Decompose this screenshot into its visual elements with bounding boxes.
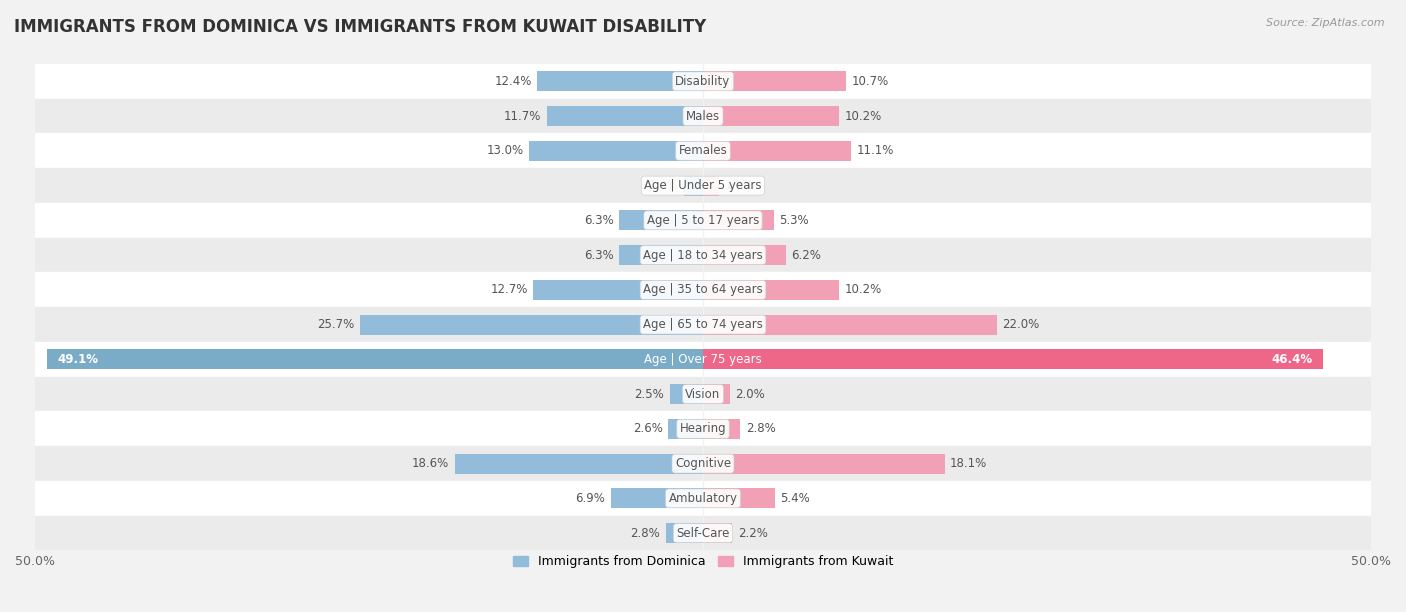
Text: Males: Males xyxy=(686,110,720,122)
Text: 10.7%: 10.7% xyxy=(851,75,889,88)
Bar xyxy=(537,71,703,91)
Bar xyxy=(35,133,1371,168)
Bar xyxy=(703,349,1323,370)
Text: 6.3%: 6.3% xyxy=(583,214,613,227)
Text: Age | 65 to 74 years: Age | 65 to 74 years xyxy=(643,318,763,331)
Text: 1.4%: 1.4% xyxy=(650,179,679,192)
Bar xyxy=(665,523,703,543)
Bar xyxy=(703,211,773,231)
Bar xyxy=(703,176,718,196)
Bar xyxy=(703,141,851,161)
Bar xyxy=(703,488,775,509)
Text: Age | Under 5 years: Age | Under 5 years xyxy=(644,179,762,192)
Bar xyxy=(46,349,703,370)
Bar xyxy=(703,453,945,474)
Bar xyxy=(703,419,741,439)
Bar xyxy=(35,64,1371,99)
Bar xyxy=(35,203,1371,237)
Text: 12.4%: 12.4% xyxy=(495,75,531,88)
Bar xyxy=(619,211,703,231)
Bar xyxy=(35,516,1371,551)
Text: 11.7%: 11.7% xyxy=(503,110,541,122)
Text: 2.0%: 2.0% xyxy=(735,387,765,401)
Bar xyxy=(35,237,1371,272)
Text: IMMIGRANTS FROM DOMINICA VS IMMIGRANTS FROM KUWAIT DISABILITY: IMMIGRANTS FROM DOMINICA VS IMMIGRANTS F… xyxy=(14,18,706,36)
Text: Vision: Vision xyxy=(685,387,721,401)
Bar xyxy=(454,453,703,474)
Text: Self-Care: Self-Care xyxy=(676,526,730,540)
Text: 18.6%: 18.6% xyxy=(412,457,449,470)
Text: Females: Females xyxy=(679,144,727,157)
Bar xyxy=(703,523,733,543)
Text: 2.2%: 2.2% xyxy=(738,526,768,540)
Text: 22.0%: 22.0% xyxy=(1002,318,1039,331)
Bar xyxy=(703,71,846,91)
Bar xyxy=(35,272,1371,307)
Text: 12.7%: 12.7% xyxy=(491,283,529,296)
Bar xyxy=(547,106,703,126)
Text: Cognitive: Cognitive xyxy=(675,457,731,470)
Bar xyxy=(35,342,1371,377)
Bar xyxy=(35,446,1371,481)
Bar xyxy=(35,377,1371,411)
Bar xyxy=(35,481,1371,516)
Text: 46.4%: 46.4% xyxy=(1271,353,1312,366)
Text: 1.2%: 1.2% xyxy=(724,179,754,192)
Text: 2.8%: 2.8% xyxy=(745,422,776,435)
Text: 5.3%: 5.3% xyxy=(779,214,808,227)
Text: Ambulatory: Ambulatory xyxy=(668,492,738,505)
Bar xyxy=(685,176,703,196)
Text: 6.2%: 6.2% xyxy=(792,248,821,261)
Bar xyxy=(668,419,703,439)
Text: 6.3%: 6.3% xyxy=(583,248,613,261)
Text: Disability: Disability xyxy=(675,75,731,88)
Bar xyxy=(529,141,703,161)
Bar xyxy=(619,245,703,265)
Text: 2.8%: 2.8% xyxy=(630,526,661,540)
Text: 25.7%: 25.7% xyxy=(318,318,354,331)
Text: 10.2%: 10.2% xyxy=(845,283,882,296)
Text: 6.9%: 6.9% xyxy=(575,492,606,505)
Bar xyxy=(703,384,730,404)
Bar xyxy=(703,280,839,300)
Bar xyxy=(610,488,703,509)
Bar xyxy=(35,411,1371,446)
Text: 49.1%: 49.1% xyxy=(58,353,98,366)
Text: 18.1%: 18.1% xyxy=(950,457,987,470)
Text: Source: ZipAtlas.com: Source: ZipAtlas.com xyxy=(1267,18,1385,28)
Text: 13.0%: 13.0% xyxy=(486,144,524,157)
Text: 2.5%: 2.5% xyxy=(634,387,664,401)
Text: Age | 18 to 34 years: Age | 18 to 34 years xyxy=(643,248,763,261)
Text: Hearing: Hearing xyxy=(679,422,727,435)
Text: Age | 35 to 64 years: Age | 35 to 64 years xyxy=(643,283,763,296)
Bar xyxy=(35,99,1371,133)
Text: 5.4%: 5.4% xyxy=(780,492,810,505)
Text: Age | Over 75 years: Age | Over 75 years xyxy=(644,353,762,366)
Bar xyxy=(703,245,786,265)
Text: 2.6%: 2.6% xyxy=(633,422,662,435)
Bar xyxy=(35,168,1371,203)
Legend: Immigrants from Dominica, Immigrants from Kuwait: Immigrants from Dominica, Immigrants fro… xyxy=(508,550,898,573)
Bar xyxy=(35,307,1371,342)
Bar xyxy=(703,315,997,335)
Bar xyxy=(533,280,703,300)
Bar xyxy=(360,315,703,335)
Bar xyxy=(669,384,703,404)
Text: 10.2%: 10.2% xyxy=(845,110,882,122)
Text: 11.1%: 11.1% xyxy=(856,144,894,157)
Bar xyxy=(703,106,839,126)
Text: Age | 5 to 17 years: Age | 5 to 17 years xyxy=(647,214,759,227)
